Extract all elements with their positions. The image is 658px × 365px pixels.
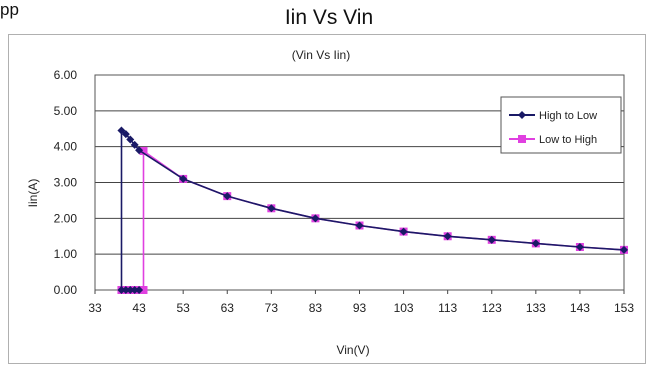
x-tick-label: 123	[482, 301, 502, 315]
legend: High to Low Low to High	[500, 96, 622, 154]
x-axis-label: Vin(V)	[336, 343, 369, 357]
data-point-high-to-low	[267, 204, 276, 213]
data-point-high-to-low	[575, 243, 584, 251]
series-layer	[117, 126, 628, 294]
legend-marker-low-to-high	[518, 135, 526, 143]
x-tick-label: 103	[394, 301, 414, 315]
chart-svg: 0.00 1.00 2.00 3.00 4.00 5.00 6.00 33 43 53 63 73 8…	[26, 48, 634, 357]
data-point-high-to-low	[223, 192, 232, 201]
y-tick-label: 0.00	[54, 283, 78, 297]
x-tick-label: 43	[132, 301, 146, 315]
data-point-high-to-low	[130, 140, 139, 149]
data-point-low-to-high	[139, 286, 148, 294]
page-title: Iin Vs Vin	[284, 6, 374, 29]
x-tick-label: 153	[614, 301, 634, 315]
data-point-high-to-low	[179, 174, 188, 183]
y-tick-label: 5.00	[54, 104, 78, 118]
data-point-high-to-low	[531, 239, 540, 248]
data-point-high-to-low	[620, 245, 628, 254]
x-tick-labels: 33 43 53 63 73 83 93 103 113 123 133 143 153	[88, 301, 634, 315]
x-tick-label: 53	[176, 301, 190, 315]
series-line-low-to-high	[121, 149, 625, 291]
y-tick-label: 6.00	[54, 68, 78, 82]
y-tick-labels: 0.00 1.00 2.00 3.00 4.00 5.00 6.00	[54, 68, 78, 297]
data-point-high-to-low	[135, 286, 144, 294]
legend-label-low-to-high: Low to High	[539, 134, 597, 146]
y-tick-label: 1.00	[54, 247, 78, 261]
x-tick-label: 63	[221, 301, 235, 315]
x-tick-label: 33	[88, 301, 102, 315]
plot-area	[94, 74, 625, 291]
series-line-high-to-low	[120, 128, 625, 291]
y-tick-label: 4.00	[54, 140, 78, 154]
chart-title: (Vin Vs Iin)	[292, 48, 350, 62]
data-point-high-to-low	[135, 146, 144, 155]
data-point-high-to-low	[121, 286, 130, 294]
x-tick-label: 73	[265, 301, 279, 315]
data-point-high-to-low	[311, 214, 320, 223]
data-point-high-to-low	[399, 227, 408, 236]
data-point-low-to-high	[139, 146, 148, 155]
top-caption: pp	[0, 0, 19, 19]
legend-box	[500, 96, 622, 154]
x-tick-label: 143	[570, 301, 590, 315]
x-tick-label: 83	[309, 301, 323, 315]
data-point-high-to-low	[443, 232, 452, 241]
x-tick-label: 113	[438, 301, 457, 315]
legend-label-high-to-low: High to Low	[539, 110, 597, 122]
data-point-high-to-low	[117, 286, 126, 294]
legend-marker-high-to-low	[518, 111, 526, 119]
data-point-high-to-low	[355, 221, 364, 230]
x-tick-label: 133	[526, 301, 546, 315]
chart-frame: 0.00 1.00 2.00 3.00 4.00 5.00 6.00 33 43 53 63 73 8…	[8, 34, 646, 364]
y-tick-label: 2.00	[54, 211, 78, 225]
y-axis-label: Iin(A)	[26, 179, 40, 208]
data-point-high-to-low	[487, 235, 496, 244]
y-tick-label: 3.00	[54, 176, 78, 190]
data-point-high-to-low	[130, 286, 139, 294]
x-tick-label: 93	[353, 301, 367, 315]
